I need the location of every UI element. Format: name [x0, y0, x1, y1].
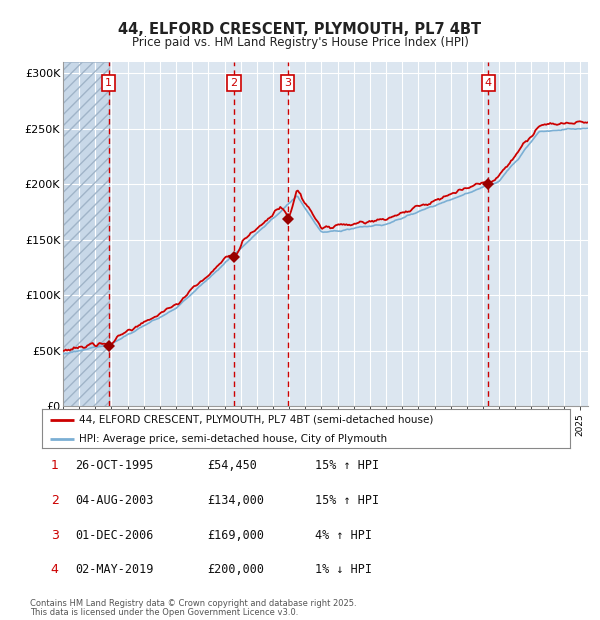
Text: Price paid vs. HM Land Registry's House Price Index (HPI): Price paid vs. HM Land Registry's House …: [131, 36, 469, 49]
Text: £54,450: £54,450: [207, 459, 257, 472]
Text: 04-AUG-2003: 04-AUG-2003: [75, 494, 154, 507]
Text: 1: 1: [105, 78, 112, 88]
Text: 2: 2: [50, 494, 59, 507]
Text: 26-OCT-1995: 26-OCT-1995: [75, 459, 154, 472]
Text: £169,000: £169,000: [207, 529, 264, 541]
Text: 02-MAY-2019: 02-MAY-2019: [75, 564, 154, 576]
Text: £200,000: £200,000: [207, 564, 264, 576]
Text: 15% ↑ HPI: 15% ↑ HPI: [315, 459, 379, 472]
Text: 4: 4: [50, 564, 59, 576]
Text: HPI: Average price, semi-detached house, City of Plymouth: HPI: Average price, semi-detached house,…: [79, 434, 387, 444]
Text: 3: 3: [50, 529, 59, 541]
Text: 2: 2: [230, 78, 238, 88]
Text: This data is licensed under the Open Government Licence v3.0.: This data is licensed under the Open Gov…: [30, 608, 298, 617]
Text: 15% ↑ HPI: 15% ↑ HPI: [315, 494, 379, 507]
Bar: [63, 62, 109, 406]
Text: £134,000: £134,000: [207, 494, 264, 507]
Text: 3: 3: [284, 78, 292, 88]
Text: 1% ↓ HPI: 1% ↓ HPI: [315, 564, 372, 576]
Text: 1: 1: [50, 459, 59, 472]
Text: 01-DEC-2006: 01-DEC-2006: [75, 529, 154, 541]
Text: Contains HM Land Registry data © Crown copyright and database right 2025.: Contains HM Land Registry data © Crown c…: [30, 600, 356, 608]
Text: 44, ELFORD CRESCENT, PLYMOUTH, PL7 4BT (semi-detached house): 44, ELFORD CRESCENT, PLYMOUTH, PL7 4BT (…: [79, 415, 433, 425]
Bar: [63, 62, 109, 406]
Text: 4: 4: [485, 78, 492, 88]
Text: 44, ELFORD CRESCENT, PLYMOUTH, PL7 4BT: 44, ELFORD CRESCENT, PLYMOUTH, PL7 4BT: [118, 22, 482, 37]
Text: 4% ↑ HPI: 4% ↑ HPI: [315, 529, 372, 541]
